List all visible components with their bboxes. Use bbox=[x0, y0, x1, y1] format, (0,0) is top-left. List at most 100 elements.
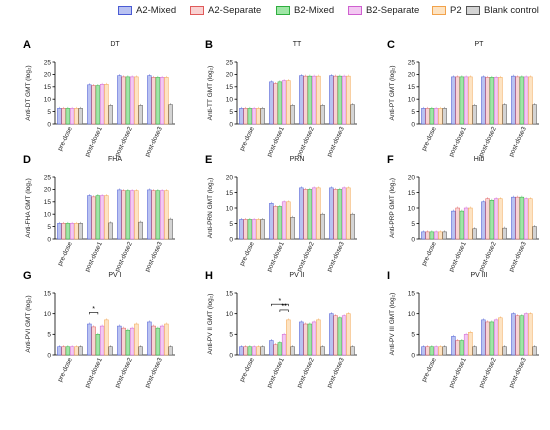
panel-e-ytick-5: 5 bbox=[229, 221, 233, 228]
panel-c-xtick-post-dose1: post-dose1 bbox=[448, 126, 468, 158]
panel-f-bar-a2-mixed-post-dose1 bbox=[451, 210, 456, 240]
legend-swatch-a2-mixed bbox=[118, 5, 132, 15]
panel-a-bar-a2-separate-pre-dose bbox=[61, 108, 66, 125]
panel-a-bar-a2-mixed-post-dose1 bbox=[87, 84, 92, 125]
panel-d-ytick-0: 0 bbox=[47, 236, 51, 243]
panel-d-bar-a2-separate-post-dose2 bbox=[121, 190, 126, 240]
panel-h-bar-blank-control-pre-dose bbox=[260, 346, 265, 356]
panel-b-ytick-5: 5 bbox=[229, 109, 233, 116]
panel-a-ytick-20: 20 bbox=[44, 72, 52, 79]
panel-h-ytick-0: 0 bbox=[229, 352, 233, 359]
panel-g-xtick-post-dose3: post-dose3 bbox=[144, 357, 164, 389]
panel-b-letter: B bbox=[205, 39, 213, 51]
panel-d-bar-a2-separate-pre-dose bbox=[61, 223, 66, 240]
panel-d-bar-b2-mixed-post-dose2 bbox=[125, 190, 131, 240]
panel-b-bar-a2-mixed-post-dose2 bbox=[299, 75, 304, 125]
panel-h-bar-blank-control-post-dose2 bbox=[320, 346, 325, 356]
panel-c-xtick-post-dose2: post-dose2 bbox=[478, 126, 498, 158]
panel-h-bar-p2-post-dose2 bbox=[316, 319, 321, 356]
panel-c-bar-p2-pre-dose bbox=[438, 108, 443, 125]
panel-e-ytick-15: 15 bbox=[226, 190, 234, 197]
panel-e-xtick-pre-dose: pre-dose bbox=[239, 241, 256, 268]
panel-h-bar-b2-mixed-post-dose2 bbox=[307, 323, 313, 356]
panel-a-bar-blank-control-post-dose1 bbox=[108, 105, 113, 125]
panel-d-bar-blank-control-post-dose2 bbox=[138, 221, 143, 240]
panel-i-bar-a2-mixed-pre-dose bbox=[421, 346, 426, 356]
panel-h-xtick-pre-dose: pre-dose bbox=[239, 357, 256, 384]
panel-c-bar-b2-separate-post-dose3 bbox=[523, 76, 529, 125]
panel-a-xtick-post-dose1: post-dose1 bbox=[84, 126, 104, 158]
panel-f-bar-p2-post-dose1 bbox=[468, 207, 473, 240]
panel-i-bar-blank-control-post-dose3 bbox=[532, 346, 537, 356]
legend-swatch-b2-mixed bbox=[276, 5, 290, 15]
panel-h-bar-b2-mixed-post-dose3 bbox=[337, 317, 343, 356]
panel-g-ytick-10: 10 bbox=[44, 311, 52, 318]
panel-i: I PV III Anti-PV III GMT (log₂) 0 5 10 15 pre-d… bbox=[387, 270, 539, 389]
panel-d-bar-blank-control-post-dose1 bbox=[108, 222, 113, 240]
panel-i-bar-p2-post-dose3 bbox=[528, 313, 533, 356]
panel-e-bar-a2-mixed-post-dose1 bbox=[269, 203, 274, 240]
panel-h-title: PV II bbox=[289, 272, 304, 279]
panel-g-bar-blank-control-post-dose3 bbox=[168, 346, 173, 356]
panel-c-xtick-post-dose3: post-dose3 bbox=[508, 126, 528, 158]
panel-a: A DT Anti-DT GMT (log₂) 0 5 10 15 20 25 pre-dose p… bbox=[23, 39, 175, 158]
panel-d-bar-b2-separate-pre-dose bbox=[69, 223, 75, 240]
legend-label-b2-separate: B2-Separate bbox=[366, 4, 420, 16]
panel-b-bar-a2-separate-pre-dose bbox=[243, 108, 248, 125]
panel-f-bar-p2-post-dose3 bbox=[528, 198, 533, 240]
panel-b-bar-a2-mixed-post-dose1 bbox=[269, 81, 274, 125]
panel-c-title: PT bbox=[475, 41, 485, 48]
panel-f-bar-b2-separate-post-dose3 bbox=[523, 198, 529, 240]
panel-h-sig-label-1: ** bbox=[281, 304, 287, 311]
legend-item-b2-mixed: B2-Mixed bbox=[276, 4, 334, 16]
panel-g-bar-a2-mixed-pre-dose bbox=[57, 346, 62, 356]
panel-f-xtick-post-dose3: post-dose3 bbox=[508, 241, 528, 273]
panel-c-bar-b2-mixed-post-dose2 bbox=[489, 77, 495, 125]
panel-i-xtick-post-dose2: post-dose2 bbox=[478, 357, 498, 389]
panel-e-bar-a2-separate-post-dose2 bbox=[303, 189, 308, 240]
panel-c-bar-a2-separate-post-dose1 bbox=[455, 76, 460, 125]
panel-a-ytick-5: 5 bbox=[47, 109, 51, 116]
panel-h-xtick-post-dose1: post-dose1 bbox=[266, 357, 286, 389]
panel-b-bar-blank-control-pre-dose bbox=[260, 108, 265, 125]
panel-d-bar-blank-control-post-dose3 bbox=[168, 218, 173, 240]
panel-c-bar-b2-mixed-post-dose1 bbox=[459, 76, 465, 125]
panel-e-bar-blank-control-post-dose1 bbox=[290, 217, 295, 240]
panel-f-bar-a2-mixed-post-dose3 bbox=[511, 196, 516, 240]
panel-b-bar-b2-mixed-post-dose1 bbox=[277, 81, 283, 125]
panel-d-bar-p2-pre-dose bbox=[74, 223, 79, 240]
legend-label-blank-control: Blank control bbox=[484, 4, 539, 16]
panel-d-xtick-pre-dose: pre-dose bbox=[57, 241, 74, 268]
legend-item-a2-separate: A2-Separate bbox=[190, 4, 261, 16]
panel-e-ytick-0: 0 bbox=[229, 236, 233, 243]
panel-c-bar-b2-separate-pre-dose bbox=[433, 108, 439, 125]
panel-h-bar-a2-mixed-post-dose3 bbox=[329, 313, 334, 356]
panel-h-sig-bracket-0 bbox=[271, 303, 289, 307]
panel-b-ytick-0: 0 bbox=[229, 121, 233, 128]
panel-f-bar-b2-mixed-post-dose1 bbox=[459, 210, 465, 240]
legend-swatch-a2-separate bbox=[190, 5, 204, 15]
panel-a-bar-a2-separate-post-dose2 bbox=[121, 76, 126, 125]
panel-f-bar-b2-separate-post-dose1 bbox=[463, 207, 469, 240]
panel-b-xtick-post-dose3: post-dose3 bbox=[326, 126, 346, 158]
panel-g-bar-a2-separate-pre-dose bbox=[61, 346, 66, 356]
panel-i-xtick-post-dose3: post-dose3 bbox=[508, 357, 528, 389]
panel-f-ytick-15: 15 bbox=[408, 190, 416, 197]
panel-f-xtick-post-dose2: post-dose2 bbox=[478, 241, 498, 273]
panel-e-bar-p2-post-dose2 bbox=[316, 187, 321, 240]
legend: A2-Mixed A2-Separate B2-Mixed B2-Separat… bbox=[0, 0, 550, 20]
panel-b-xtick-pre-dose: pre-dose bbox=[239, 126, 256, 153]
panel-c-bar-a2-mixed-post-dose1 bbox=[451, 76, 456, 125]
panel-b-bar-b2-separate-post-dose2 bbox=[311, 75, 317, 125]
panel-c-bar-a2-mixed-post-dose3 bbox=[511, 75, 516, 125]
panel-d-bar-b2-separate-post-dose3 bbox=[159, 190, 165, 240]
panel-g-bar-b2-mixed-post-dose3 bbox=[155, 327, 161, 356]
panel-i-bar-a2-separate-pre-dose bbox=[425, 346, 430, 356]
panel-e-xtick-post-dose2: post-dose2 bbox=[296, 241, 316, 273]
panel-g-bar-b2-separate-post-dose3 bbox=[159, 325, 165, 356]
panel-d-bar-b2-mixed-post-dose3 bbox=[155, 190, 161, 240]
panel-f-bar-a2-mixed-post-dose2 bbox=[481, 201, 486, 240]
panel-b-bar-a2-separate-post-dose1 bbox=[273, 83, 278, 125]
